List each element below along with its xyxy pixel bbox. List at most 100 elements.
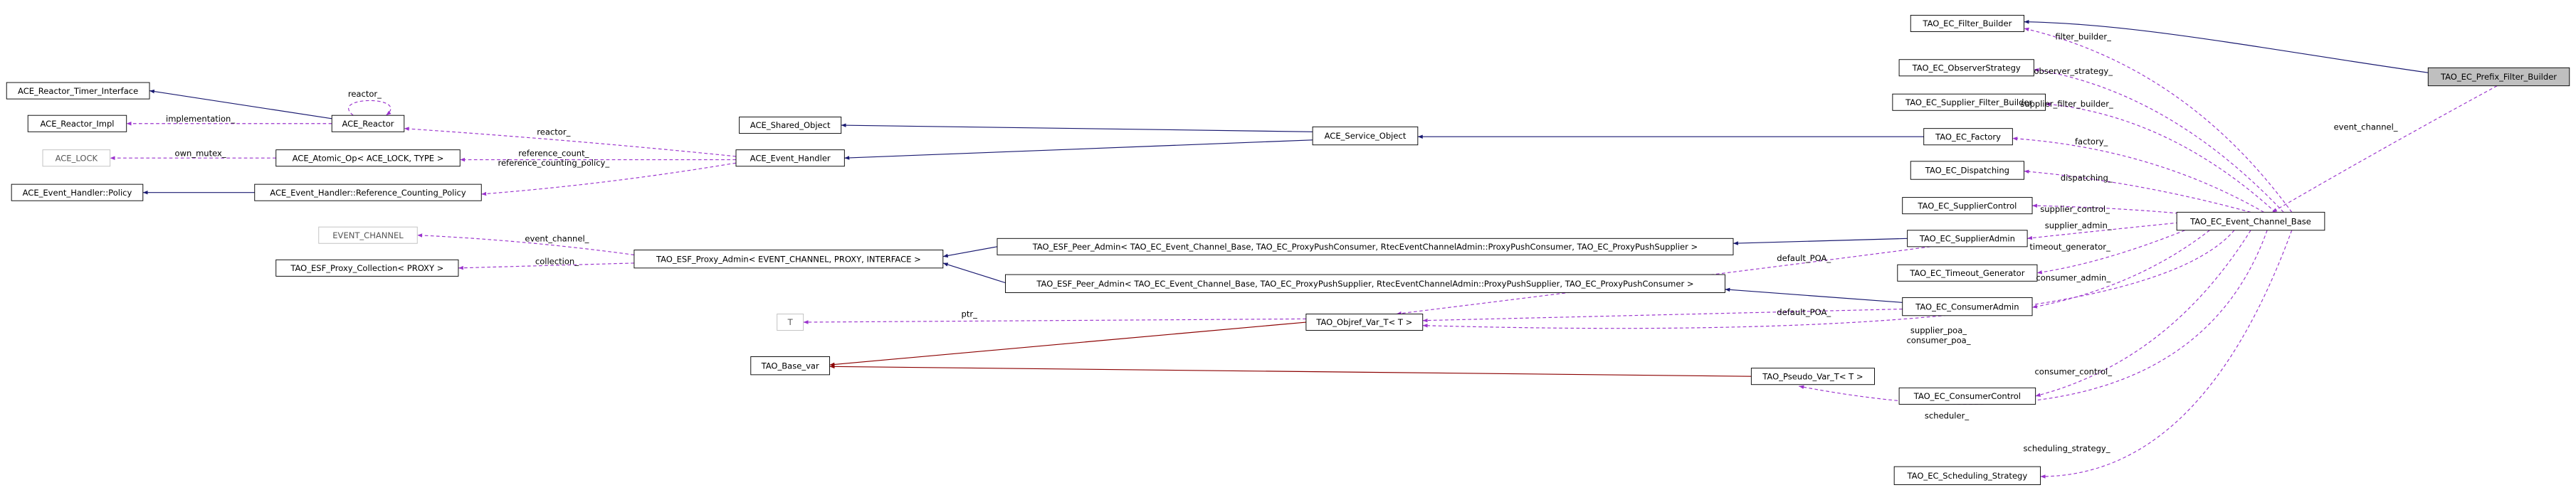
class-label: TAO_EC_Scheduling_Strategy bbox=[1907, 471, 2028, 481]
class-label: TAO_EC_Factory bbox=[1935, 132, 2001, 142]
usage-edge bbox=[404, 127, 737, 157]
edge-label: event_channel_ bbox=[2334, 122, 2398, 132]
nodes: TAO_EC_Prefix_Filter_Builder TAO_EC_Filte… bbox=[6, 14, 2570, 485]
class-box bbox=[1305, 314, 1424, 331]
edge-label: supplier_filter_builder_ bbox=[2020, 99, 2113, 109]
class-label: TAO_EC_ObserverStrategy bbox=[1912, 63, 2021, 73]
usage-edge bbox=[803, 318, 1306, 324]
usage-edge bbox=[2271, 85, 2498, 213]
edges bbox=[110, 19, 2498, 479]
class-box bbox=[254, 183, 482, 201]
class-label: TAO_Base_var bbox=[761, 361, 819, 371]
edge-labels: filter_builder_ observer_strategy_supplie… bbox=[166, 31, 2398, 453]
edge-label-line: implementation_ bbox=[166, 113, 235, 123]
class-box bbox=[1005, 274, 1725, 293]
class-box bbox=[1893, 466, 2041, 485]
edge-label-line: default_POA_ bbox=[1777, 253, 1831, 263]
edge-label: reactor_ bbox=[537, 127, 570, 137]
class-label: EVENT_CHANNEL bbox=[332, 230, 404, 240]
edge-label: supplier_poa_ consumer_poa_ bbox=[1906, 325, 1970, 345]
class-label: ACE_LOCK bbox=[56, 153, 98, 163]
usage-edge bbox=[2031, 230, 2210, 309]
usage-edge bbox=[2027, 221, 2185, 240]
class-label: ACE_Event_Handler::Reference_Counting_Po… bbox=[270, 188, 466, 198]
edge-label-line: default_POA_ bbox=[1777, 307, 1831, 317]
edge-label: reactor_ bbox=[348, 89, 382, 99]
edge-label: supplier_admin_ bbox=[2045, 220, 2112, 230]
class-label: ACE_Reactor_Impl bbox=[40, 119, 114, 129]
class-label: TAO_Pseudo_Var_T< T > bbox=[1762, 371, 1863, 381]
inheritance-edge bbox=[844, 139, 1313, 160]
edge-label-line: observer_strategy_ bbox=[2034, 65, 2113, 75]
edge-label: observer_strategy_ bbox=[2034, 65, 2113, 75]
edge-label: ptr_ bbox=[962, 309, 978, 319]
edge-label-line: supplier_filter_builder_ bbox=[2020, 99, 2113, 109]
edge-label: event_channel_ bbox=[525, 233, 589, 243]
class-box bbox=[1312, 126, 1419, 146]
usage-edge bbox=[1396, 246, 1931, 316]
usage-edge bbox=[2036, 230, 2185, 275]
edge-label-line: consumer_admin_ bbox=[2036, 272, 2110, 282]
edge-label-line: reactor_ bbox=[537, 127, 570, 137]
usage-edge bbox=[2032, 203, 2202, 216]
inheritance-edge bbox=[1725, 287, 1903, 303]
edge-label: reference_count_ reference_counting_polic… bbox=[498, 148, 609, 168]
edge-label: filter_builder_ bbox=[2055, 31, 2111, 41]
edge-label-line: factory_ bbox=[2075, 137, 2108, 147]
inheritance-edge bbox=[829, 321, 1306, 367]
edge-label-line: scheduling_strategy_ bbox=[2023, 443, 2110, 453]
edge-label: scheduling_strategy_ bbox=[2023, 443, 2110, 453]
edge-label-line: scheduler_ bbox=[1925, 410, 1969, 420]
usage-edge bbox=[458, 262, 634, 270]
class-label: TAO_EC_SupplierAdmin bbox=[1919, 233, 2015, 243]
class-label: ACE_Shared_Object bbox=[750, 120, 831, 130]
class-box bbox=[1923, 128, 2013, 146]
class-box bbox=[1750, 368, 1875, 385]
edge-label-line: supplier_control_ bbox=[2040, 203, 2110, 213]
class-box bbox=[6, 82, 150, 100]
class-label: TAO_EC_Prefix_Filter_Builder bbox=[2440, 72, 2557, 82]
edge-label-line: consumer_control_ bbox=[2034, 366, 2112, 376]
class-box bbox=[739, 117, 842, 134]
class-label: ACE_Atomic_Op< ACE_LOCK, TYPE > bbox=[293, 153, 444, 163]
class-label: TAO_ESF_Proxy_Admin< EVENT_CHANNEL, PROX… bbox=[656, 254, 921, 264]
edge-label-line: event_channel_ bbox=[525, 233, 589, 243]
class-label: TAO_ESF_Peer_Admin< TAO_EC_Event_Channel… bbox=[1032, 242, 1698, 252]
edge-label: supplier_control_ bbox=[2040, 203, 2110, 213]
edge-label-line: reference_count_ bbox=[518, 148, 589, 158]
edge-label-line: filter_builder_ bbox=[2055, 31, 2111, 41]
class-box bbox=[1898, 59, 2034, 77]
edge-label-line: event_channel_ bbox=[2334, 122, 2398, 132]
edge-label: implementation_ bbox=[166, 113, 235, 123]
class-label: TAO_Objref_Var_T< T > bbox=[1315, 317, 1412, 327]
class-box bbox=[2427, 67, 2570, 87]
class-box bbox=[11, 183, 144, 201]
usage-edge bbox=[1422, 230, 2235, 329]
inheritance-edge bbox=[829, 364, 1752, 377]
edge-label: consumer_control_ bbox=[2034, 366, 2112, 376]
class-label: ACE_Reactor_Timer_Interface bbox=[18, 86, 138, 96]
class-label: ACE_Event_Handler bbox=[750, 153, 831, 163]
edge-label: dispatching_ bbox=[2061, 172, 2113, 182]
edge-label-line: collection_ bbox=[535, 256, 579, 266]
edge-label-line: timeout_generator_ bbox=[2029, 241, 2110, 251]
edge-label: default_POA_ bbox=[1777, 253, 1831, 263]
edge-label-line: reactor_ bbox=[348, 89, 382, 99]
usage-edge bbox=[2034, 68, 2284, 213]
class-label: T bbox=[787, 317, 794, 327]
class-label: TAO_EC_ConsumerControl bbox=[1913, 391, 2021, 401]
class-box bbox=[1907, 230, 2028, 247]
edge-label-line: supplier_admin_ bbox=[2045, 220, 2112, 230]
edge-label-line: reference_counting_policy_ bbox=[498, 158, 609, 168]
usage-edge bbox=[2035, 230, 2251, 397]
class-label: TAO_ESF_Peer_Admin< TAO_EC_Event_Channel… bbox=[1036, 279, 1693, 289]
edge-label: default_POA_ bbox=[1777, 307, 1831, 317]
class-box bbox=[1902, 197, 2033, 215]
class-box bbox=[777, 314, 804, 331]
class-box bbox=[1910, 161, 2024, 180]
inheritance-edge bbox=[942, 262, 1006, 284]
usage-edge bbox=[2024, 27, 2293, 213]
class-box bbox=[735, 149, 845, 167]
inheritance-edge bbox=[149, 89, 332, 119]
